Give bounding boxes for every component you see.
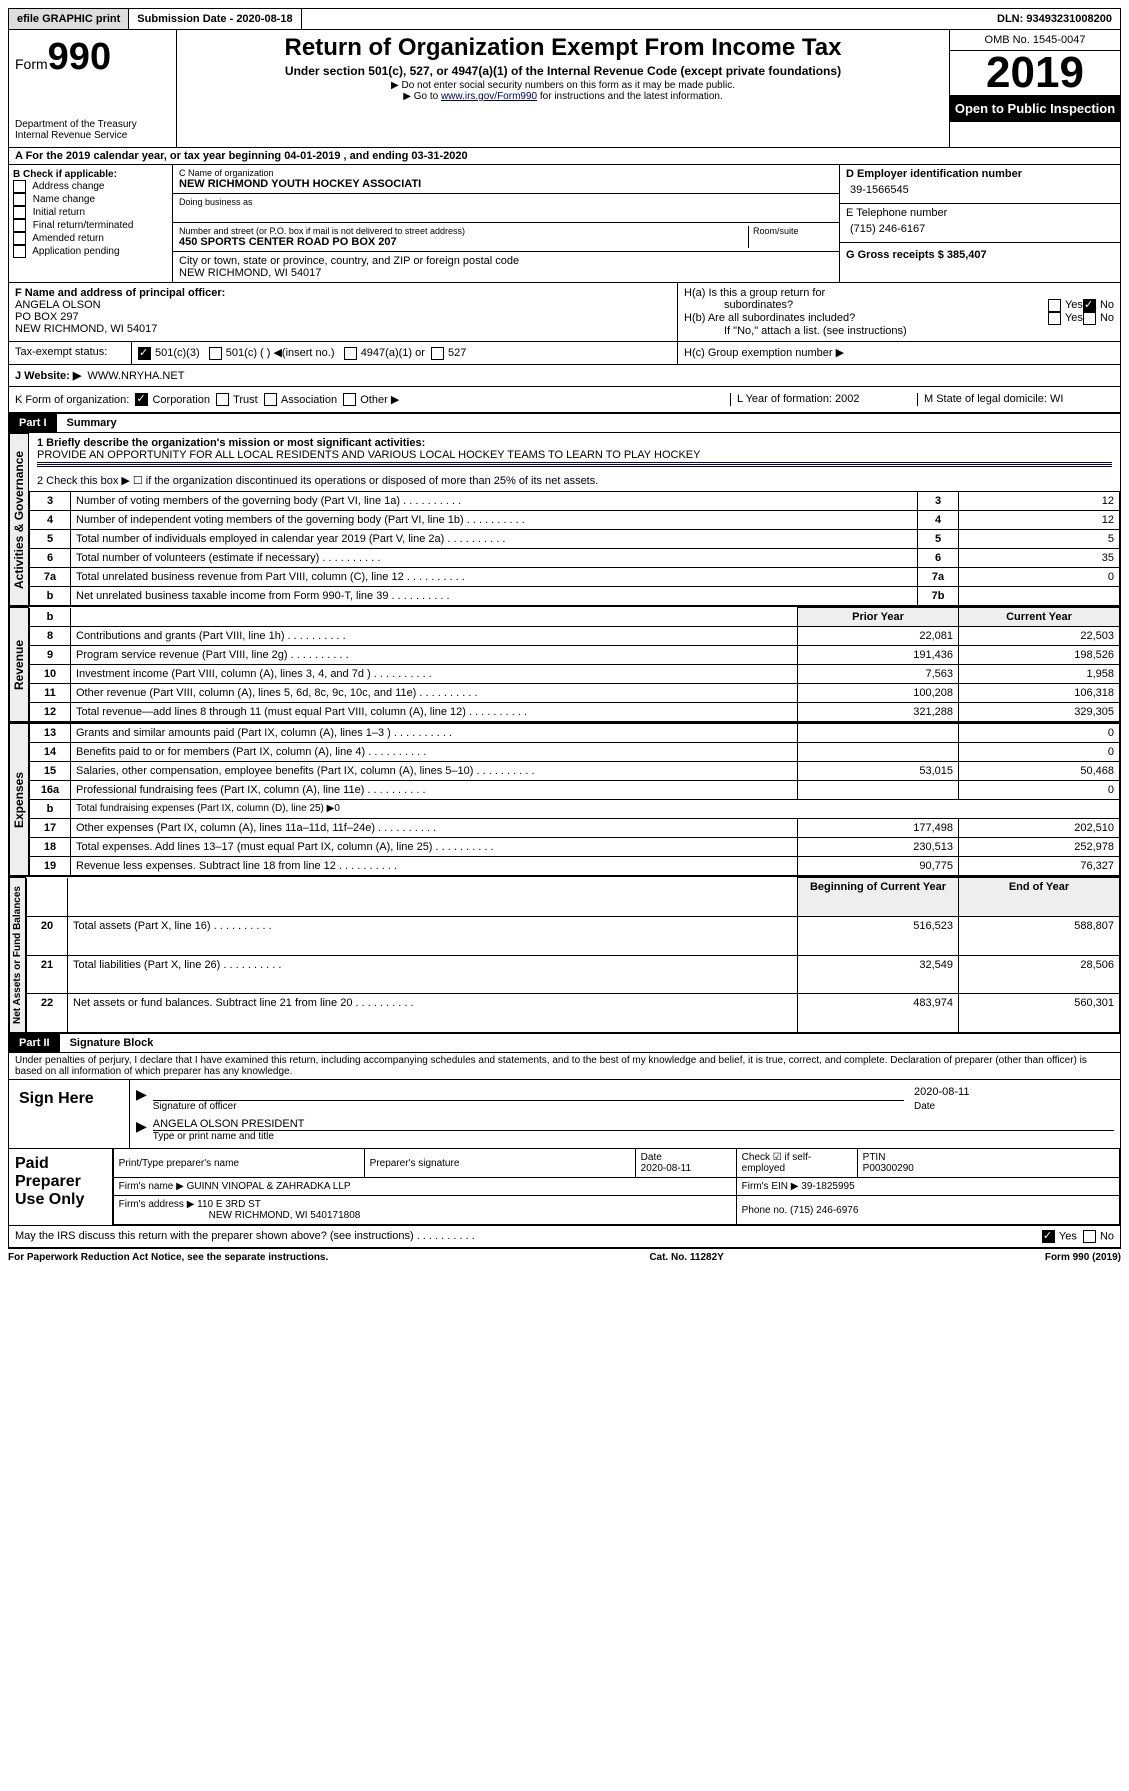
expenses-section: Expenses 13Grants and similar amounts pa… bbox=[8, 723, 1121, 877]
line-a: A For the 2019 calendar year, or tax yea… bbox=[8, 148, 1121, 165]
year-formation: L Year of formation: 2002 bbox=[730, 393, 917, 407]
netassets-section: Net Assets or Fund Balances Beginning of… bbox=[8, 877, 1121, 1034]
part2-header: Part II bbox=[9, 1034, 60, 1052]
open-inspection: Open to Public Inspection bbox=[950, 95, 1120, 122]
city-state-zip: NEW RICHMOND, WI 54017 bbox=[179, 267, 833, 279]
sig-date: 2020-08-11 bbox=[914, 1086, 1114, 1098]
tax-status-row: Tax-exempt status: 501(c)(3) 501(c) ( ) … bbox=[8, 342, 1121, 365]
ha-no-checkbox[interactable] bbox=[1083, 299, 1096, 312]
activities-governance: Activities & Governance 1 Briefly descri… bbox=[8, 433, 1121, 607]
form-label: Form bbox=[15, 56, 48, 72]
gross-receipts: G Gross receipts $ 385,407 bbox=[840, 243, 1120, 267]
telephone: (715) 246-6167 bbox=[846, 219, 1114, 239]
ein: 39-1566545 bbox=[846, 180, 1114, 200]
subtitle-2: ▶ Do not enter social security numbers o… bbox=[181, 80, 945, 91]
line-2: 2 Check this box ▶ ☐ if the organization… bbox=[37, 474, 1112, 487]
sign-here: Sign Here ▶ 2020-08-11 Signature of offi… bbox=[8, 1080, 1121, 1149]
tab-activities: Activities & Governance bbox=[9, 433, 29, 606]
part1-header: Part I bbox=[9, 414, 57, 432]
firm-name: GUINN VINOPAL & ZAHRADKA LLP bbox=[187, 1181, 351, 1192]
dln: DLN: 93493231008200 bbox=[989, 9, 1120, 29]
discuss-yes[interactable] bbox=[1042, 1230, 1055, 1243]
discuss-no[interactable] bbox=[1083, 1230, 1096, 1243]
efile-button[interactable]: efile GRAPHIC print bbox=[9, 9, 129, 29]
firm-phone: Phone no. (715) 246-6976 bbox=[736, 1196, 1119, 1225]
box-b: B Check if applicable: Address change Na… bbox=[9, 165, 173, 282]
tax-year: 2019 bbox=[950, 51, 1120, 95]
group-exemption: H(c) Group exemption number ▶ bbox=[677, 342, 1120, 364]
discuss-question: May the IRS discuss this return with the… bbox=[15, 1230, 1042, 1243]
entity-box: B Check if applicable: Address change Na… bbox=[8, 165, 1121, 283]
hb-no-checkbox[interactable] bbox=[1083, 312, 1096, 325]
declaration: Under penalties of perjury, I declare th… bbox=[8, 1053, 1121, 1080]
irs-link[interactable]: www.irs.gov/Form990 bbox=[441, 91, 537, 102]
page-footer: For Paperwork Reduction Act Notice, see … bbox=[8, 1248, 1121, 1263]
firm-ein: Firm's EIN ▶ 39-1825995 bbox=[736, 1178, 1119, 1196]
hb-yes-checkbox[interactable] bbox=[1048, 312, 1061, 325]
dept-label: Department of the Treasury bbox=[15, 119, 170, 130]
ptin: P00300290 bbox=[863, 1163, 914, 1174]
subtitle-1: Under section 501(c), 527, or 4947(a)(1)… bbox=[181, 64, 945, 78]
ha-yes-checkbox[interactable] bbox=[1048, 299, 1061, 312]
street-address: 450 SPORTS CENTER ROAD PO BOX 207 bbox=[179, 236, 748, 248]
self-employed-check[interactable]: Check ☑ if self-employed bbox=[736, 1149, 857, 1178]
form-title: Return of Organization Exempt From Incom… bbox=[181, 34, 945, 62]
website: WWW.NRYHA.NET bbox=[87, 370, 184, 382]
top-bar: efile GRAPHIC print Submission Date - 20… bbox=[8, 8, 1121, 30]
org-name: NEW RICHMOND YOUTH HOCKEY ASSOCIATI bbox=[179, 178, 833, 190]
form-number: 990 bbox=[48, 36, 111, 78]
form-header: Form990 Department of the Treasury Inter… bbox=[8, 30, 1121, 148]
corp-checkbox[interactable] bbox=[135, 393, 148, 406]
irs-label: Internal Revenue Service bbox=[15, 130, 170, 141]
officer-name: ANGELA OLSON bbox=[15, 299, 671, 311]
officer-row: F Name and address of principal officer:… bbox=[8, 283, 1121, 342]
tab-expenses: Expenses bbox=[9, 723, 29, 876]
501c3-checkbox[interactable] bbox=[138, 347, 151, 360]
officer-sig-name: ANGELA OLSON PRESIDENT bbox=[153, 1118, 1114, 1131]
submission-date: Submission Date - 2020-08-18 bbox=[129, 9, 301, 29]
state-domicile: M State of legal domicile: WI bbox=[917, 393, 1114, 407]
org-form-row: K Form of organization: Corporation Trus… bbox=[8, 387, 1121, 414]
website-row: J Website: ▶ WWW.NRYHA.NET bbox=[8, 365, 1121, 387]
prep-date: 2020-08-11 bbox=[641, 1163, 691, 1174]
tab-netassets: Net Assets or Fund Balances bbox=[9, 877, 26, 1033]
firm-address: 110 E 3RD ST bbox=[197, 1199, 261, 1210]
revenue-section: Revenue bPrior YearCurrent Year8Contribu… bbox=[8, 607, 1121, 723]
mission-text: PROVIDE AN OPPORTUNITY FOR ALL LOCAL RES… bbox=[37, 449, 1112, 461]
paid-preparer: Paid Preparer Use Only Print/Type prepar… bbox=[8, 1149, 1121, 1226]
tab-revenue: Revenue bbox=[9, 607, 29, 722]
